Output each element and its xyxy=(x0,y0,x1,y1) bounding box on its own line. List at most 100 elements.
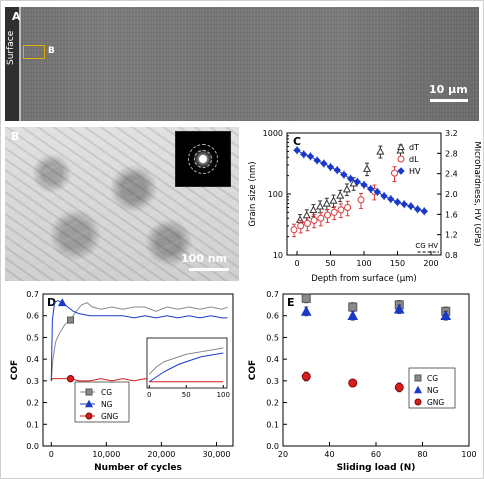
point-hv xyxy=(353,178,362,186)
y2-tick-label-c: 2.4 xyxy=(445,170,458,179)
y-tick-label-d: 0.3 xyxy=(26,377,39,386)
x-axis-label-c: Depth from surface (μm) xyxy=(311,274,417,283)
legend-label-dT: dT xyxy=(409,143,419,152)
legend-label-NG: NG xyxy=(427,386,439,395)
panel-b-tem: B 100 nm xyxy=(5,127,239,281)
x-tick-label-e: 100 xyxy=(461,450,476,459)
point-hv xyxy=(346,175,355,183)
point-dL xyxy=(344,204,352,212)
y-tick-label-d: 0.4 xyxy=(26,355,39,364)
series-marker-CG xyxy=(67,316,75,324)
y-tick-label-d: 0.2 xyxy=(26,399,39,408)
x-tick-label-d: 20,000 xyxy=(147,450,175,459)
inset-frame-d xyxy=(146,337,228,389)
y2-tick-label-c: 1.2 xyxy=(445,231,458,240)
legend-label-NG: NG xyxy=(101,400,113,409)
y-axis-label-e: COF xyxy=(248,360,258,380)
point-dL xyxy=(317,214,325,222)
point-dT xyxy=(342,184,351,193)
point-GNG xyxy=(394,382,404,392)
point-CG xyxy=(348,302,358,312)
y-tick-label-e: 0.2 xyxy=(266,399,279,408)
y-tick-label-e: 0.3 xyxy=(266,377,279,386)
x-tick-label-d: 10,000 xyxy=(92,450,120,459)
inset-x-tick-label: 100 xyxy=(217,391,230,399)
legend-marker-GNG xyxy=(85,412,93,420)
y-tick-label-e: 0.5 xyxy=(266,333,279,342)
panel-c-label: C xyxy=(293,135,301,148)
point-GNG xyxy=(348,378,358,388)
series-marker-NG xyxy=(57,298,67,307)
point-dL xyxy=(390,169,398,177)
x-tick-label-c: 50 xyxy=(325,259,335,268)
legend-label-hv: HV xyxy=(409,167,421,176)
x-tick-label-e: 80 xyxy=(417,450,427,459)
panel-b-scale-label: 100 nm xyxy=(181,252,228,265)
point-hv xyxy=(306,152,315,161)
region-b-box-label: B xyxy=(48,46,55,56)
point-hv xyxy=(387,195,395,203)
point-hv xyxy=(373,188,382,196)
series-line-NG xyxy=(50,299,228,381)
inset-line-CG xyxy=(148,347,224,375)
saed-center-spot xyxy=(199,155,207,163)
y-axis-label-d: COF xyxy=(10,360,20,380)
panel-e-label: E xyxy=(287,296,295,309)
x-tick-label-d: 30,000 xyxy=(202,450,230,459)
surface-label: Surface xyxy=(6,30,16,65)
legend-label-GNG: GNG xyxy=(101,412,118,421)
y2-axis-label-c: Microhardness, HV (GPa) xyxy=(472,141,481,246)
y2-tick-label-c: 0.8 xyxy=(445,251,458,260)
x-axis-label-e: Sliding load (N) xyxy=(337,463,416,473)
inset-line-NG xyxy=(148,352,224,383)
panel-d-label: D xyxy=(47,296,56,309)
point-dT xyxy=(336,191,345,199)
panel-b-scale-bar xyxy=(189,268,229,271)
panel-a-scale-bar xyxy=(430,99,468,102)
panel-a-scale-label: 10 μm xyxy=(429,83,468,96)
surface-edge-region xyxy=(5,7,19,121)
point-hv xyxy=(400,200,408,208)
surface-edge-line xyxy=(19,7,21,121)
point-hv xyxy=(333,166,341,174)
point-dL xyxy=(357,196,365,204)
y2-tick-label-c: 2.0 xyxy=(445,190,458,199)
x-tick-label-e: 40 xyxy=(324,450,334,459)
x-tick-label-c: 200 xyxy=(423,259,438,268)
x-tick-label-e: 60 xyxy=(371,450,381,459)
y2-tick-label-c: 2.8 xyxy=(445,149,458,158)
point-hv xyxy=(340,170,348,179)
inset-x-tick-label: 50 xyxy=(182,391,191,399)
inset-x-tick-label: 0 xyxy=(147,391,151,399)
x-axis-label-d: Number of cycles xyxy=(94,463,182,473)
legend-marker-hv xyxy=(397,167,405,175)
point-dL xyxy=(303,219,311,227)
point-hv xyxy=(380,192,388,200)
point-dT xyxy=(316,201,325,210)
point-hv xyxy=(420,207,428,215)
point-NG xyxy=(347,310,359,321)
point-hv xyxy=(366,185,375,193)
y-tick-label-d: 0.1 xyxy=(26,420,39,429)
saed-inset xyxy=(175,131,231,187)
point-NG xyxy=(440,310,452,321)
y-tick-label-d: 0.0 xyxy=(26,442,39,451)
saed-ring-outer xyxy=(188,144,218,174)
y-tick-label-e: 0.7 xyxy=(266,290,279,299)
point-dT xyxy=(329,196,338,204)
y2-tick-label-c: 3.2 xyxy=(445,129,458,138)
point-dT xyxy=(396,146,405,154)
y2-tick-label-c: 1.6 xyxy=(445,210,458,219)
y-axis-label-c: Grain size (nm) xyxy=(248,161,258,226)
panel-d-chart: D 0.0 0.1 0.2 0.3 0.4 0.5 0.6 0.7 0 10,000 20,000 30… xyxy=(10,290,234,473)
point-dT xyxy=(296,215,305,223)
point-hv xyxy=(393,198,402,206)
point-hv xyxy=(320,159,328,168)
point-dL xyxy=(297,222,305,230)
point-dT xyxy=(362,164,372,172)
point-NG xyxy=(393,303,405,314)
legend-marker-dL xyxy=(397,155,405,163)
point-hv xyxy=(313,156,321,165)
x-tick-label-d: 0 xyxy=(49,450,54,459)
